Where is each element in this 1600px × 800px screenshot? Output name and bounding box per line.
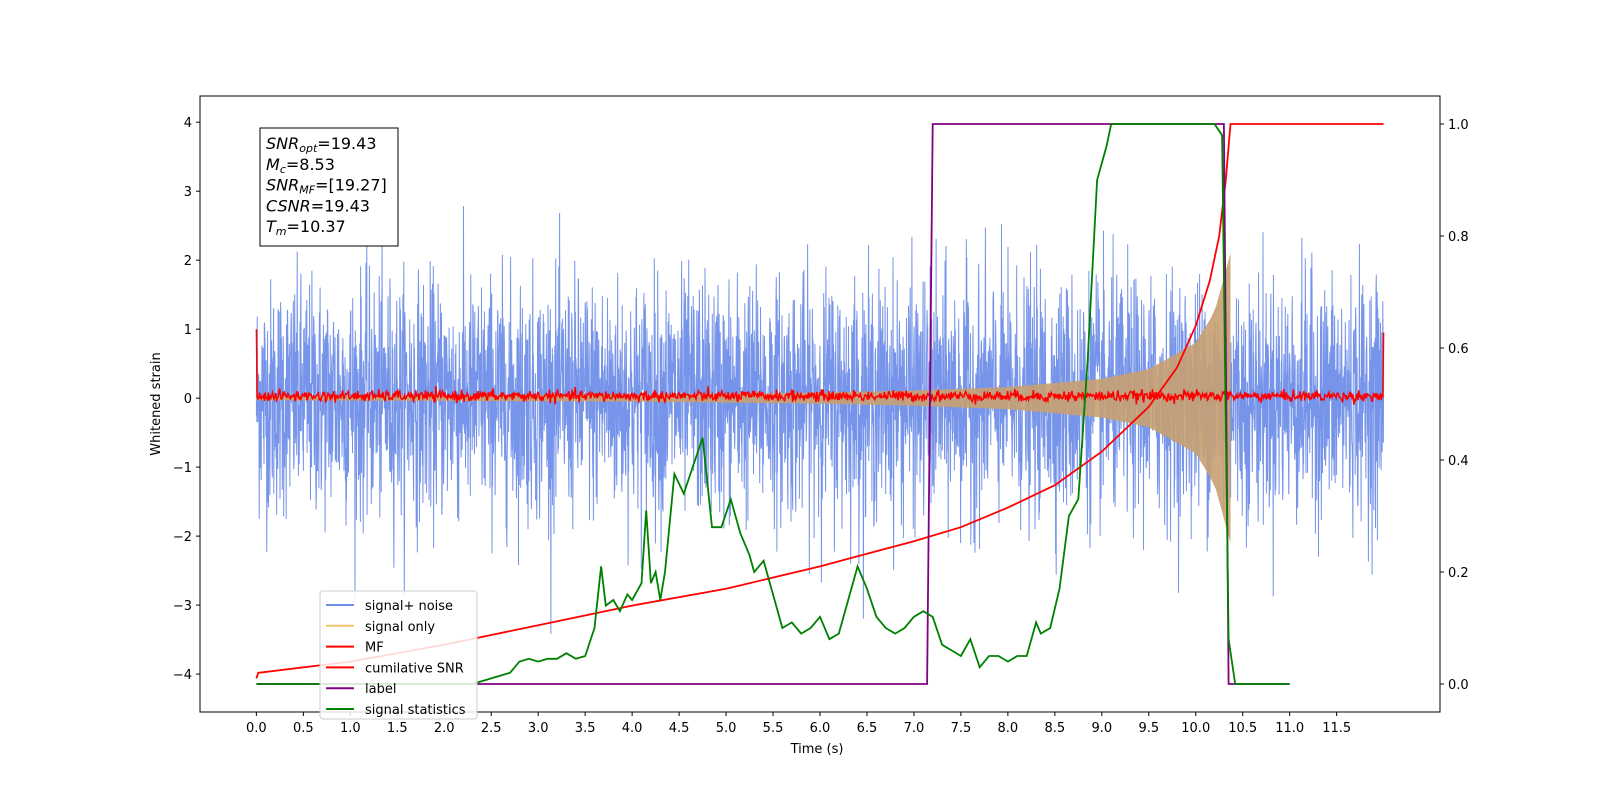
x-tick-label: 4.0	[622, 721, 643, 736]
annotation-box: SNRopt=19.43Mc=8.53SNRMF=[19.27]CSNR=19.…	[259, 127, 399, 247]
x-axis-ticks: 0.0 0.5 1.0 1.5 2.0 2.5 3.0 3.5 4.0 4.5 5.0 5.5 6.0 6…	[246, 712, 1351, 736]
y-tick-label: −3	[173, 599, 192, 614]
annotation-symbol: SNR	[266, 176, 299, 195]
y2-tick-label: 0.0	[1448, 678, 1469, 693]
x-tick-label: 6.5	[857, 721, 878, 736]
x-tick-label: 2.5	[481, 721, 502, 736]
x-axis-label: Time (s)	[790, 742, 844, 757]
y-tick-label: 1	[184, 323, 192, 338]
mf-line	[255, 329, 1385, 405]
y-tick-label: −2	[173, 530, 192, 545]
x-tick-label: 5.0	[716, 721, 737, 736]
annotation-subscript: m	[276, 225, 287, 238]
legend-label: MF	[365, 641, 384, 656]
x-tick-label: 1.0	[340, 721, 361, 736]
annotation-line: CSNR=19.43	[266, 196, 370, 215]
annotation-subscript: opt	[299, 142, 318, 155]
x-tick-label: 3.5	[575, 721, 596, 736]
annotation-subscript: c	[280, 163, 286, 176]
annotation-line: SNRMF=[19.27]	[266, 176, 387, 197]
annotation-value: =19.43	[311, 196, 370, 215]
annotation-frame	[259, 127, 399, 247]
legend-label: signal only	[365, 620, 435, 635]
annotation-value: =[19.27]	[315, 176, 387, 195]
x-tick-label: 9.5	[1138, 721, 1159, 736]
x-tick-label: 4.5	[669, 721, 690, 736]
signal-only-area	[256, 253, 1231, 544]
x-tick-label: 0.0	[246, 721, 267, 736]
annotation-line: SNRopt=19.43	[266, 134, 377, 155]
annotation-symbol: SNR	[266, 134, 299, 153]
y2-axis-ticks: 1.0 0.8 0.6 0.4 0.2 0.0	[1440, 118, 1469, 693]
x-tick-label: 7.5	[951, 721, 972, 736]
y2-tick-label: 0.6	[1448, 342, 1469, 357]
y-axis-ticks: 4 3 2 1 0 −1 −2 −3 −4	[173, 116, 200, 683]
x-tick-label: 7.0	[904, 721, 925, 736]
annotation-line: Mc=8.53	[266, 155, 335, 176]
x-tick-label: 10.5	[1228, 721, 1257, 736]
x-tick-label: 0.5	[293, 721, 314, 736]
legend-label: signal statistics	[365, 703, 466, 718]
y2-tick-label: 0.8	[1448, 230, 1469, 245]
y-tick-label: 0	[184, 392, 192, 407]
y2-tick-label: 1.0	[1448, 118, 1469, 133]
x-tick-label: 11.5	[1322, 721, 1351, 736]
legend: signal+ noise signal only MF cumilative SNR…	[319, 590, 478, 720]
signal-statistics-line	[256, 123, 1290, 685]
y-tick-label: −1	[173, 461, 192, 476]
x-tick-label: 2.0	[434, 721, 455, 736]
x-tick-label: 3.0	[528, 721, 549, 736]
y2-tick-label: 0.2	[1448, 566, 1469, 581]
annotation-value: =19.43	[317, 134, 376, 153]
y-tick-label: 3	[184, 185, 192, 200]
annotation-symbol: T	[266, 217, 277, 236]
x-tick-label: 5.5	[763, 721, 784, 736]
y-tick-label: 4	[184, 116, 192, 131]
x-tick-label: 8.5	[1045, 721, 1066, 736]
annotation-line: Tm=10.37	[266, 217, 346, 238]
legend-frame	[319, 590, 478, 720]
y-axis-label: Whitened strain	[149, 352, 164, 455]
x-tick-label: 1.5	[387, 721, 408, 736]
x-tick-label: 8.0	[998, 721, 1019, 736]
annotation-subscript: MF	[299, 184, 315, 197]
x-tick-label: 9.0	[1091, 721, 1112, 736]
signal-only-layer	[256, 253, 1231, 544]
legend-label: signal+ noise	[365, 599, 453, 614]
annotation-symbol: M	[266, 155, 280, 174]
x-tick-label: 11.0	[1275, 721, 1304, 736]
legend-label: label	[365, 682, 396, 697]
annotation-value: =8.53	[286, 155, 335, 174]
y-tick-label: 2	[184, 254, 192, 269]
annotation-value: =10.37	[287, 217, 346, 236]
y-tick-label: −4	[173, 668, 192, 683]
x-tick-label: 6.0	[810, 721, 831, 736]
y2-tick-label: 0.4	[1448, 454, 1469, 469]
annotation-symbol: CSNR	[266, 196, 311, 215]
x-tick-label: 10.0	[1181, 721, 1210, 736]
legend-label: cumilative SNR	[365, 661, 464, 676]
